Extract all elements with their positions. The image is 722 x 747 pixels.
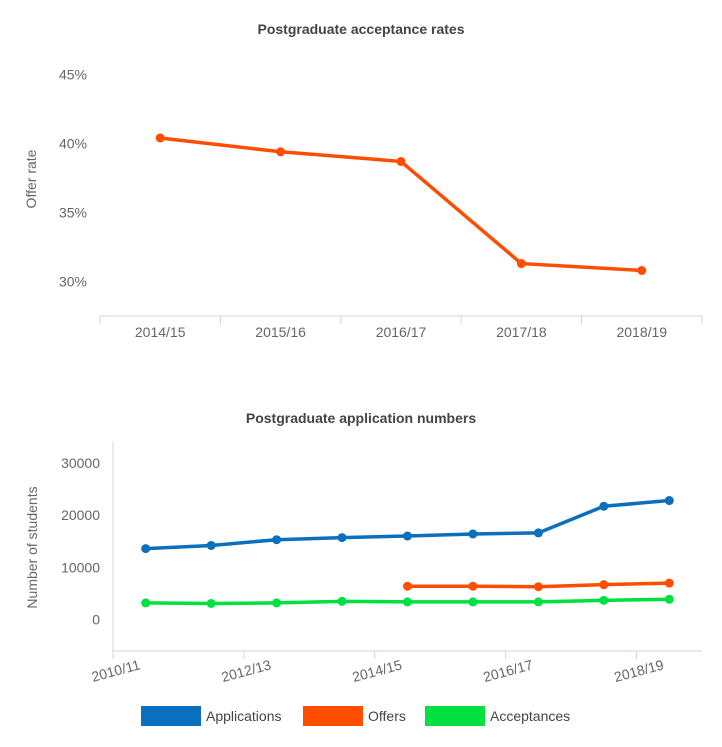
legend-swatch[interactable] bbox=[141, 706, 201, 726]
data-point bbox=[664, 496, 674, 506]
data-point bbox=[403, 581, 412, 591]
data-point bbox=[396, 156, 406, 166]
data-point bbox=[141, 544, 151, 554]
chart-title: Postgraduate application numbers bbox=[246, 410, 476, 426]
data-point bbox=[599, 580, 609, 590]
data-point bbox=[637, 265, 647, 275]
data-point bbox=[664, 578, 674, 588]
data-point bbox=[155, 133, 165, 143]
x-tick-label: 2016/17 bbox=[481, 656, 534, 685]
data-point bbox=[533, 597, 543, 607]
x-tick-label: 2010/11 bbox=[90, 656, 142, 684]
y-tick-label: 20000 bbox=[61, 507, 100, 523]
legend-swatch[interactable] bbox=[425, 706, 485, 726]
data-point bbox=[516, 259, 526, 269]
y-axis-label: Number of students bbox=[24, 486, 40, 608]
legend-label: Applications bbox=[206, 708, 282, 724]
y-tick-label: 0 bbox=[92, 612, 100, 628]
data-point bbox=[664, 594, 674, 604]
y-tick-label: 40% bbox=[59, 136, 87, 152]
data-point bbox=[468, 581, 478, 591]
data-point bbox=[533, 528, 543, 538]
y-tick-label: 35% bbox=[59, 205, 87, 221]
data-point bbox=[337, 533, 347, 543]
data-point bbox=[599, 595, 609, 605]
legend: Applications Offers Acceptances bbox=[141, 706, 570, 726]
data-point bbox=[403, 531, 412, 541]
data-point bbox=[206, 540, 216, 550]
data-point bbox=[468, 597, 478, 607]
legend-label: Offers bbox=[368, 708, 406, 724]
x-tick-label: 2018/19 bbox=[612, 656, 665, 685]
data-point bbox=[276, 147, 286, 157]
y-axis-label: Offer rate bbox=[23, 149, 39, 208]
legend-label: Acceptances bbox=[490, 708, 570, 724]
y-tick-label: 10000 bbox=[61, 559, 100, 575]
y-tick-label: 45% bbox=[59, 67, 87, 83]
data-point bbox=[141, 598, 151, 608]
data-point bbox=[533, 582, 543, 592]
acceptance-rate-chart: Postgraduate acceptance rates Offer rate 2… bbox=[23, 21, 703, 340]
data-point bbox=[272, 535, 282, 545]
x-tick-label: 2012/13 bbox=[220, 656, 273, 685]
data-point bbox=[206, 598, 216, 608]
x-tick-label: 2016/17 bbox=[376, 324, 427, 340]
x-tick-label: 2017/18 bbox=[496, 324, 547, 340]
chart-title: Postgraduate acceptance rates bbox=[258, 21, 465, 37]
legend-swatch[interactable] bbox=[303, 706, 363, 726]
data-point bbox=[599, 501, 609, 511]
x-tick-label: 2018/19 bbox=[616, 324, 667, 340]
x-tick-label: 2015/16 bbox=[255, 324, 306, 340]
legend-item-acceptances[interactable]: Acceptances bbox=[425, 706, 570, 726]
legend-item-offers[interactable]: Offers bbox=[303, 706, 406, 726]
y-tick-label: 30% bbox=[59, 274, 87, 290]
data-point bbox=[468, 529, 478, 539]
data-point bbox=[272, 598, 282, 608]
x-tick-label: 2014/15 bbox=[135, 324, 186, 340]
series-line-applications bbox=[143, 498, 672, 551]
application-numbers-chart: Postgraduate application numbers Number o… bbox=[24, 410, 702, 726]
y-tick-label: 30000 bbox=[61, 455, 100, 471]
data-point bbox=[403, 597, 412, 607]
x-tick-label: 2014/15 bbox=[351, 656, 404, 685]
data-point bbox=[337, 596, 347, 606]
legend-item-applications[interactable]: Applications bbox=[141, 706, 282, 726]
